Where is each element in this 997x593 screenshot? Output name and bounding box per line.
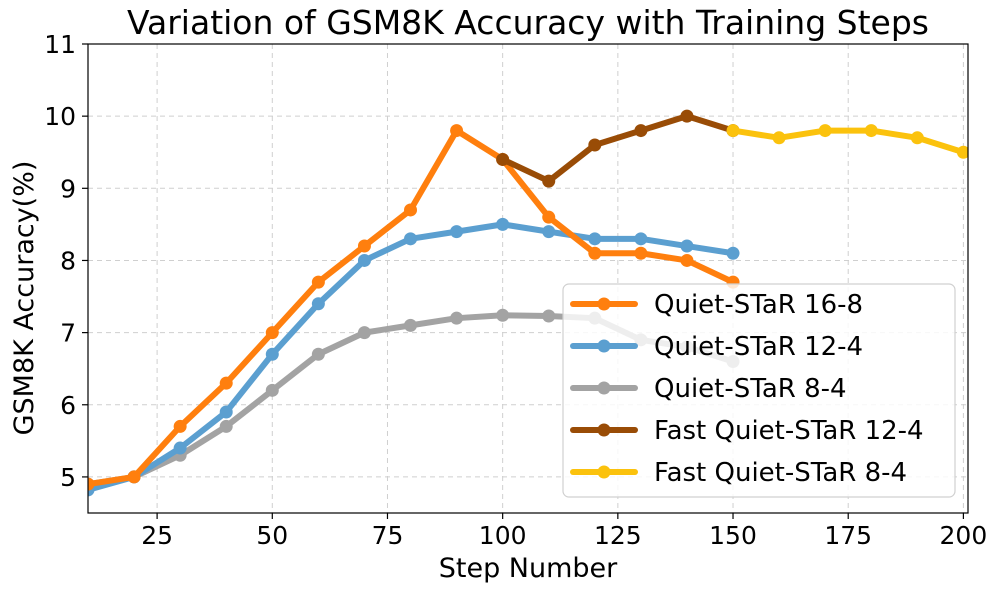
data-point (910, 131, 924, 145)
legend-label: Quiet-STaR 12-4 (654, 332, 863, 362)
data-point (680, 109, 694, 123)
data-point (634, 246, 648, 260)
data-point (956, 145, 968, 159)
x-tick-label: 125 (594, 521, 642, 550)
x-tick-label: 25 (141, 521, 173, 550)
legend-label: Quiet-STaR 8-4 (654, 374, 847, 404)
series-fast-quiet-star-12-4 (496, 109, 740, 188)
data-point (726, 124, 740, 138)
data-point (634, 124, 648, 138)
y-tick-label: 7 (60, 319, 76, 348)
data-point (496, 217, 510, 231)
plot-frame (87, 43, 969, 514)
x-tick-label: 50 (256, 521, 288, 550)
legend-label: Quiet-STaR 16-8 (654, 290, 863, 320)
x-axis-label: Step Number (439, 553, 618, 584)
data-point (219, 419, 233, 433)
data-point (265, 383, 279, 397)
data-point (542, 210, 556, 224)
x-tick-label: 200 (940, 521, 988, 550)
x-tick-label: 100 (479, 521, 527, 550)
data-point (311, 297, 325, 311)
data-point (265, 347, 279, 361)
data-point (588, 138, 602, 152)
legend-item: Fast Quiet-STaR 8-4 (570, 458, 907, 488)
data-point (265, 326, 279, 340)
data-point (357, 326, 371, 340)
legend-label: Fast Quiet-STaR 12-4 (654, 416, 924, 446)
data-point (588, 232, 602, 246)
x-tick-label: 150 (709, 521, 757, 550)
data-point (88, 477, 95, 491)
data-point (173, 419, 187, 433)
data-point (311, 347, 325, 361)
data-point (311, 275, 325, 289)
y-tick-label: 11 (44, 30, 76, 59)
data-point (450, 311, 464, 325)
legend-label: Fast Quiet-STaR 8-4 (654, 458, 907, 488)
data-point (634, 232, 648, 246)
data-point (588, 246, 602, 260)
data-point (173, 441, 187, 455)
y-tick-label: 10 (44, 102, 76, 131)
legend-swatch-marker (597, 465, 611, 479)
data-point (404, 232, 418, 246)
x-tick-label: 75 (372, 521, 404, 550)
data-point (357, 253, 371, 267)
x-axis: 25 50 75 100 125 150 175 200 (141, 513, 987, 550)
legend-item: Fast Quiet-STaR 12-4 (570, 416, 924, 446)
legend-swatch-marker (597, 423, 611, 437)
legend-swatch-marker (597, 339, 611, 353)
data-point (496, 152, 510, 166)
data-point (680, 239, 694, 253)
series-layer (88, 109, 968, 497)
data-point (772, 131, 786, 145)
data-point (864, 124, 878, 138)
data-point (219, 405, 233, 419)
data-point (404, 318, 418, 332)
data-point (404, 203, 418, 217)
x-tick-label: 175 (824, 521, 872, 550)
y-tick-label: 6 (60, 391, 76, 420)
y-tick-label: 5 (60, 463, 76, 492)
data-point (450, 225, 464, 239)
data-point (496, 308, 510, 322)
data-point (542, 225, 556, 239)
series-line (730, 127, 967, 156)
data-point (680, 253, 694, 267)
y-axis-label: GSM8K Accuracy(%) (9, 161, 40, 436)
legend: Quiet-STaR 16-8 Quiet-STaR 12-4 Quiet-STaR… (562, 283, 956, 498)
legend-item: Quiet-STaR 12-4 (570, 332, 863, 362)
data-point (542, 309, 556, 323)
series-line (499, 113, 737, 185)
y-tick-label: 9 (60, 174, 76, 203)
legend-item: Quiet-STaR 16-8 (570, 290, 863, 320)
legend-swatch-marker (597, 297, 611, 311)
legend-box (562, 283, 956, 498)
series-fast-quiet-star-8-4 (726, 124, 968, 159)
data-point (542, 174, 556, 188)
data-point (357, 239, 371, 253)
legend-item: Quiet-STaR 8-4 (570, 374, 847, 404)
data-point (450, 124, 464, 138)
data-point (726, 246, 740, 260)
legend-swatch-marker (597, 381, 611, 395)
data-point (818, 124, 832, 138)
chart-title: Variation of GSM8K Accuracy with Trainin… (127, 3, 929, 42)
y-tick-label: 8 (60, 246, 76, 275)
data-point (219, 376, 233, 390)
data-point (127, 470, 141, 484)
y-axis: 5 6 7 8 9 10 11 (44, 30, 88, 492)
